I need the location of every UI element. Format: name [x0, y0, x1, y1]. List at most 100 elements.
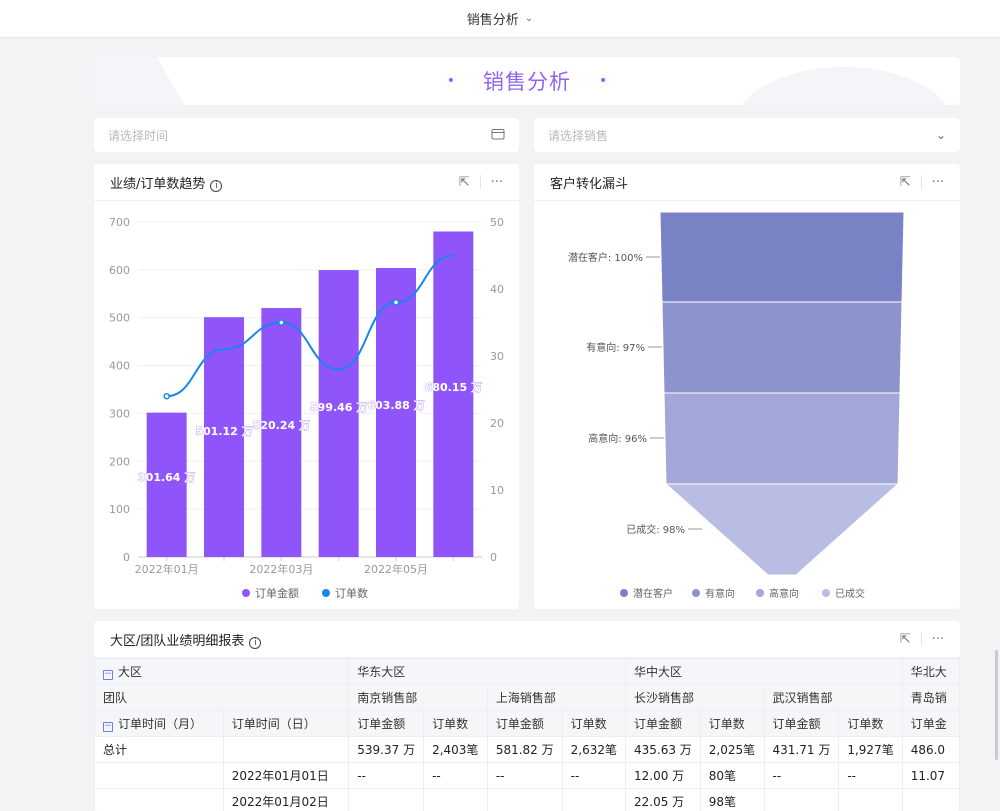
- row-day: 2022年01月01日: [223, 763, 349, 789]
- expand-icon[interactable]: ⇱: [900, 175, 911, 190]
- metric-header: 订单数: [424, 711, 488, 737]
- banner-title: 销售分析: [483, 66, 571, 96]
- funnel-label: 已成交: 98%: [626, 523, 685, 536]
- pivot-table: −大区 华东大区 华中大区 华北大 团队 南京销售部 上海销售部 长沙销售部 武…: [94, 658, 960, 811]
- table-cell: 431.71 万: [764, 737, 839, 763]
- row-month: [95, 763, 224, 789]
- table-cell: 2,632笔: [562, 737, 625, 763]
- collapse-icon[interactable]: −: [103, 722, 113, 732]
- y-left-tick-label: 400: [109, 360, 130, 373]
- funnel-label: 潜在客户: 100%: [568, 251, 643, 264]
- metric-header: 订单数: [700, 711, 764, 737]
- funnel-segment: [660, 212, 904, 302]
- legend-marker: [692, 589, 700, 597]
- y-left-tick-label: 500: [109, 312, 130, 325]
- table-cell: 2,025笔: [700, 737, 764, 763]
- legend-label: 潜在客户: [633, 587, 673, 600]
- legend-label: 已成交: [835, 587, 865, 600]
- table-cell: 11.07: [902, 763, 959, 789]
- sales-select[interactable]: 请选择销售 ⌄: [534, 118, 960, 152]
- y-right-tick-label: 0: [490, 551, 497, 564]
- legend-label: 高意向: [769, 587, 799, 600]
- bar: [147, 413, 187, 557]
- bar-data-label: 680.15 万: [425, 381, 482, 394]
- dashboard-title-dropdown[interactable]: 销售分析: [467, 9, 519, 28]
- more-icon[interactable]: ···: [491, 175, 503, 190]
- x-tick-label: 2022年05月: [364, 562, 428, 576]
- metric-header: 订单数: [562, 711, 625, 737]
- legend-label: 有意向: [705, 587, 735, 600]
- bar: [261, 308, 301, 557]
- table-cell: --: [487, 763, 562, 789]
- team-header: 团队: [95, 685, 349, 711]
- region-header[interactable]: −大区: [95, 659, 349, 685]
- table-cell: 581.82 万: [487, 737, 562, 763]
- region-cell: 华北大: [902, 659, 959, 685]
- line-point: [279, 320, 284, 325]
- legend-marker: [756, 589, 764, 597]
- info-icon[interactable]: i: [249, 637, 261, 649]
- team-cell: 长沙销售部: [625, 685, 764, 711]
- y-right-tick-label: 10: [490, 484, 504, 497]
- metric-header: 订单金额: [625, 711, 700, 737]
- y-right-tick-label: 20: [490, 417, 504, 430]
- legend-marker: [242, 589, 250, 597]
- table-cell: --: [764, 763, 839, 789]
- table-cell: --: [839, 763, 902, 789]
- info-icon[interactable]: i: [210, 180, 222, 192]
- metric-header: 订单金额: [349, 711, 424, 737]
- region-cell: 华东大区: [349, 659, 626, 685]
- y-left-tick-label: 600: [109, 264, 130, 277]
- bar-data-label: 501.12 万: [195, 425, 252, 438]
- region-cell: 华中大区: [625, 659, 902, 685]
- x-tick-label: 2022年01月: [135, 562, 199, 576]
- team-cell: 南京销售部: [349, 685, 488, 711]
- more-icon[interactable]: ···: [932, 175, 944, 190]
- bar-data-label: 599.46 万: [310, 401, 367, 414]
- expand-icon[interactable]: ⇱: [459, 175, 470, 190]
- funnel-chart: 潜在客户: 100% 有意向: 97% 高意向: 96% 已成交: 98% 潜在客户 有意…: [534, 201, 960, 609]
- funnel-label: 有意向: 97%: [586, 341, 645, 354]
- y-left-tick-label: 300: [109, 407, 130, 420]
- more-icon[interactable]: ···: [932, 632, 944, 647]
- table-scrollbar[interactable]: [995, 650, 998, 760]
- month-header[interactable]: −订单时间（月）: [95, 711, 224, 737]
- time-picker-placeholder: 请选择时间: [108, 127, 168, 144]
- team-cell: 青岛销: [902, 685, 959, 711]
- collapse-icon[interactable]: −: [103, 670, 113, 680]
- time-picker[interactable]: 请选择时间: [94, 118, 519, 152]
- y-left-tick-label: 100: [109, 503, 130, 516]
- chevron-down-icon: ⌄: [936, 128, 946, 142]
- table-cell: 80笔: [700, 763, 764, 789]
- legend-label: 订单金额: [255, 586, 299, 600]
- legend-marker: [620, 589, 628, 597]
- team-cell: 上海销售部: [487, 685, 625, 711]
- table-cell: 539.37 万: [349, 737, 424, 763]
- card-title: 业绩/订单数趋势: [110, 177, 205, 192]
- row-month: 总计: [95, 737, 224, 763]
- day-header: 订单时间（日）: [223, 711, 349, 737]
- dot-icon: •: [599, 73, 607, 89]
- sales-select-placeholder: 请选择销售: [548, 127, 608, 144]
- metric-header: 订单数: [839, 711, 902, 737]
- funnel-segment: [664, 393, 900, 484]
- chevron-down-icon[interactable]: ⌄: [525, 13, 533, 24]
- bar: [376, 268, 416, 557]
- metric-header: 订单金: [902, 711, 959, 737]
- bar-data-label: 603.88 万: [367, 399, 424, 412]
- card-title: 客户转化漏斗: [550, 173, 628, 192]
- bar-data-label: 520.24 万: [253, 419, 310, 432]
- bar-data-label: 301.64 万: [138, 471, 195, 484]
- metric-header: 订单金额: [764, 711, 839, 737]
- y-left-tick-label: 200: [109, 455, 130, 468]
- y-right-tick-label: 50: [490, 216, 504, 229]
- expand-icon[interactable]: ⇱: [900, 632, 911, 647]
- funnel-label: 高意向: 96%: [588, 432, 647, 445]
- dot-icon: •: [447, 73, 455, 89]
- banner: • 销售分析 •: [94, 57, 960, 105]
- table-cell: 12.00 万: [625, 763, 700, 789]
- table-cell: --: [424, 763, 488, 789]
- table-cell: --: [562, 763, 625, 789]
